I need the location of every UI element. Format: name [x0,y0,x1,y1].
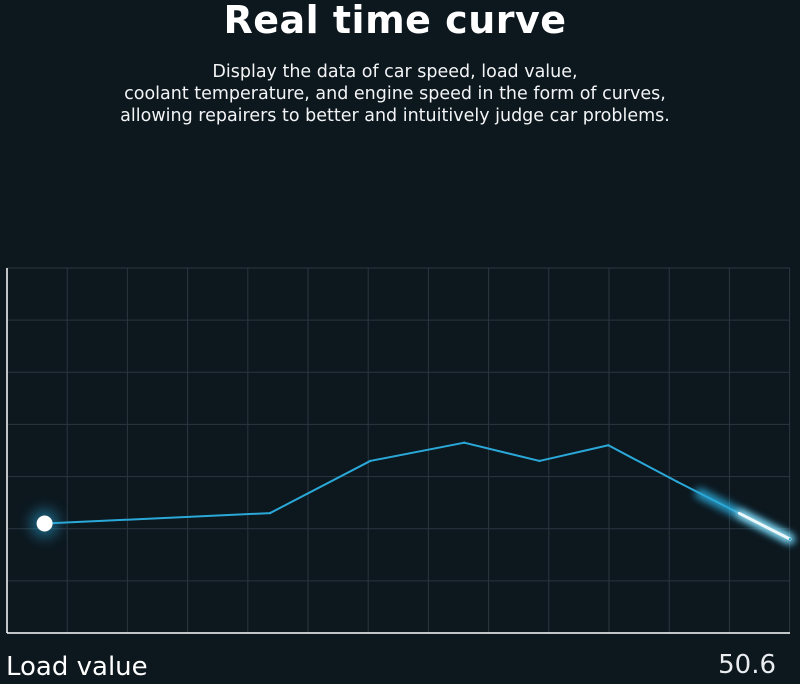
chart-axes [6,268,790,634]
readout-value: 50.6 [718,650,776,680]
subtitle-line: allowing repairers to better and intuiti… [120,106,670,126]
page-title: Real time curve [223,0,567,42]
page-subtitle: Display the data of car speed, load valu… [0,61,790,127]
series-line [43,441,679,525]
chart-series [30,441,795,545]
data-point [538,459,541,463]
subtitle-line: coolant temperature, and engine speed in… [124,84,666,104]
series-tail-core [737,511,792,541]
data-point [463,441,466,444]
subtitle-line: Display the data of car speed, load valu… [212,62,578,82]
start-marker [36,515,53,532]
chart-grid [7,267,791,633]
data-point [788,537,792,541]
real-time-line-chart [6,267,795,634]
data-point [369,459,372,463]
readout-label: Load value [6,652,148,682]
data-point [607,444,610,447]
data-point [268,511,272,515]
data-point [676,480,679,483]
